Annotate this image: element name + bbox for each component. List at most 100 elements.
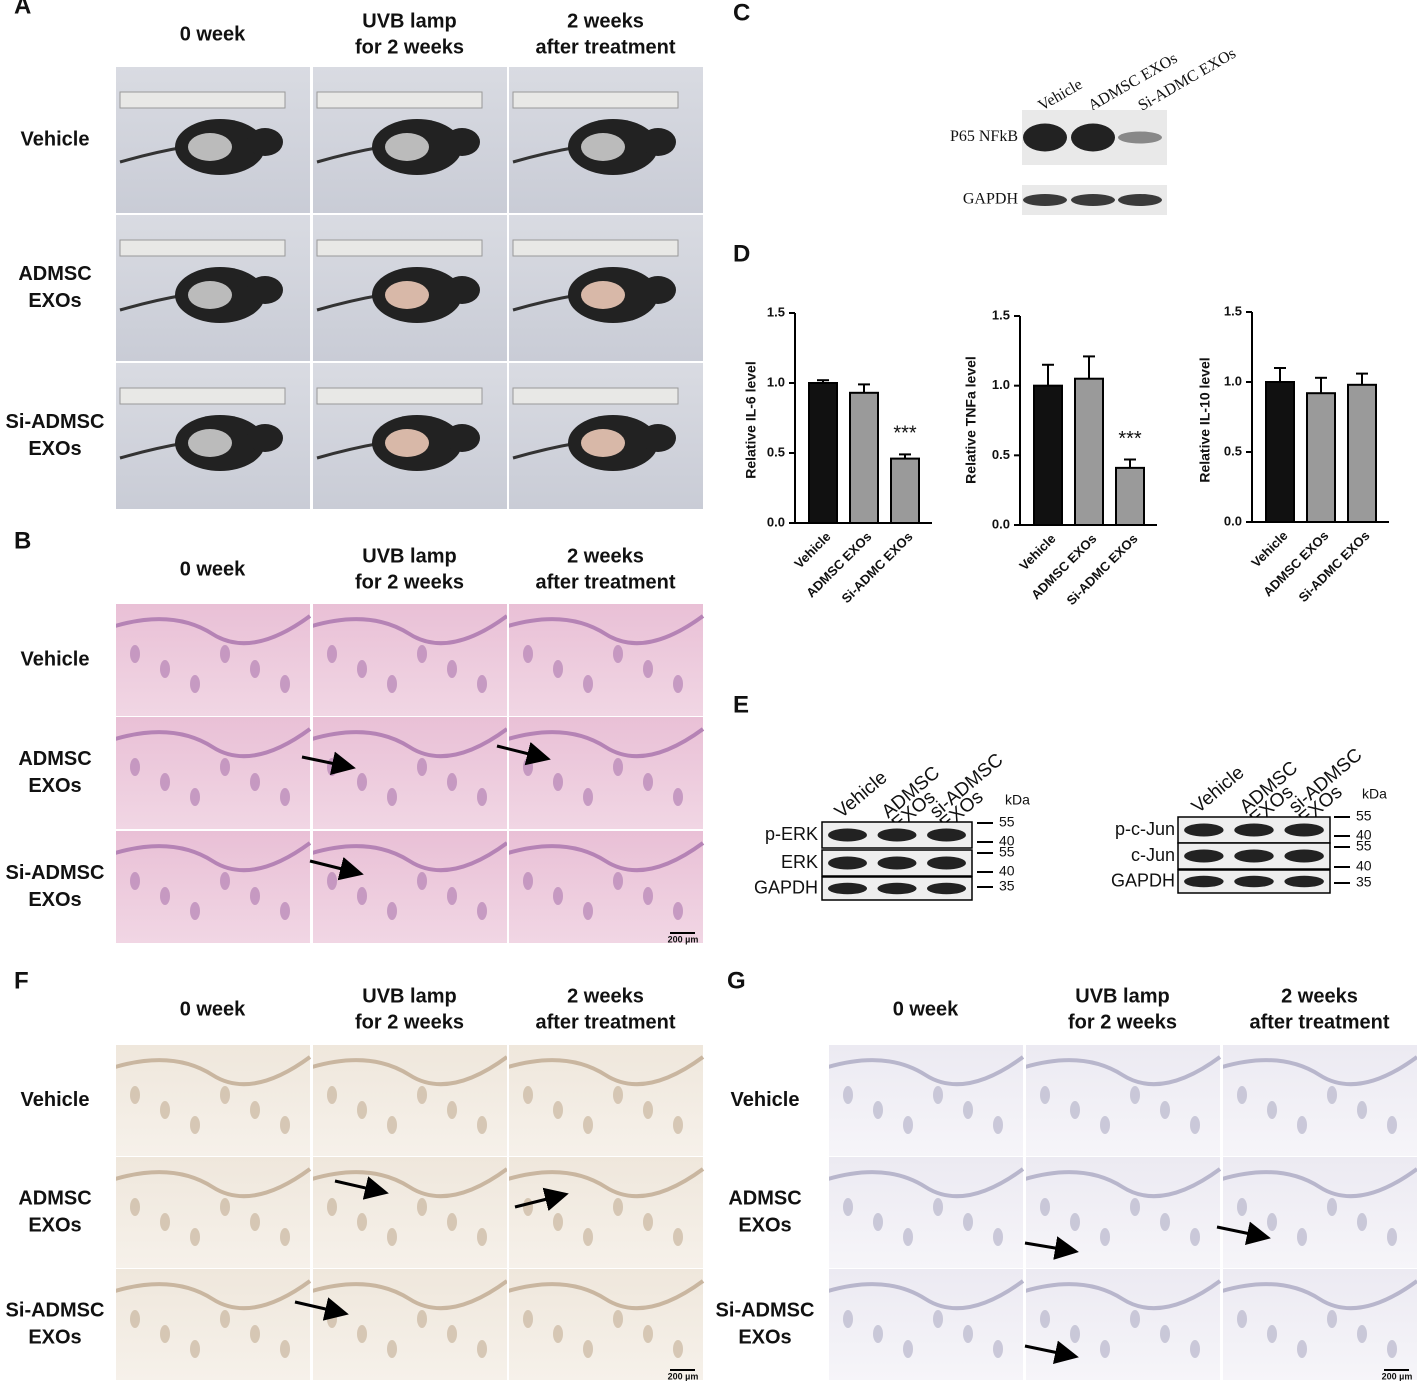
- image: [312, 1269, 507, 1380]
- follicle: [357, 1325, 367, 1343]
- column-header: 2 weeks: [567, 545, 644, 567]
- ruler: [512, 91, 679, 109]
- image: [508, 831, 703, 943]
- bar: [849, 391, 879, 524]
- follicle: [903, 1228, 913, 1246]
- follicle: [1267, 1213, 1277, 1231]
- mouse-head: [640, 276, 676, 304]
- epidermis: [507, 1279, 705, 1311]
- band: [927, 828, 966, 842]
- bar: [1306, 392, 1336, 524]
- follicle: [1357, 1213, 1367, 1231]
- band: [1071, 123, 1115, 152]
- follicle: [553, 1101, 563, 1119]
- follicle: [933, 1198, 943, 1216]
- image: [312, 1045, 507, 1156]
- follicle: [523, 758, 533, 776]
- row-label: Si-ADMSC: [6, 862, 105, 884]
- follicle: [447, 1213, 457, 1231]
- y-axis-label: Relative IL-10 level: [1197, 357, 1213, 482]
- row-label: EXOs: [28, 290, 81, 312]
- band: [877, 882, 917, 895]
- follicle: [477, 902, 487, 920]
- y-tick-label: 0.5: [767, 444, 785, 459]
- row-label: EXOs: [28, 1326, 81, 1348]
- band: [1184, 875, 1224, 888]
- column-header: 0 week: [180, 23, 246, 45]
- epidermis: [311, 1167, 509, 1199]
- band: [927, 856, 966, 870]
- column-header: for 2 weeks: [355, 571, 464, 593]
- follicle: [1130, 1310, 1140, 1328]
- follicle: [190, 675, 200, 693]
- row-label: EXOs: [28, 889, 81, 911]
- image: [115, 1157, 310, 1268]
- bar: [1074, 377, 1104, 527]
- follicle: [963, 1213, 973, 1231]
- follicle: [1190, 1116, 1200, 1134]
- epidermis: [114, 1055, 312, 1087]
- y-axis-label: Relative TNFa level: [963, 356, 979, 484]
- follicle: [477, 675, 487, 693]
- scale-bar-label: 200 µm: [1382, 1371, 1413, 1381]
- follicle: [1357, 1101, 1367, 1119]
- y-tick-label: 0.0: [1224, 513, 1242, 528]
- marker-label: 40: [1356, 827, 1372, 843]
- band: [1118, 131, 1162, 144]
- image: [115, 604, 310, 716]
- band: [1071, 194, 1115, 206]
- bar: [808, 382, 838, 524]
- follicle: [1130, 1198, 1140, 1216]
- follicle: [1387, 1340, 1397, 1358]
- follicle: [160, 887, 170, 905]
- follicle: [1237, 1198, 1247, 1216]
- follicle: [583, 788, 593, 806]
- follicle: [1160, 1213, 1170, 1231]
- epidermis: [1024, 1167, 1222, 1199]
- band: [1284, 875, 1324, 888]
- epidermis: [1024, 1055, 1222, 1087]
- row-label: ADMSC: [18, 263, 91, 285]
- row-label: Si-ADMSC: [6, 411, 105, 433]
- arrow: [294, 1297, 349, 1321]
- follicle: [933, 1086, 943, 1104]
- follicle: [583, 675, 593, 693]
- skin: [188, 429, 232, 457]
- follicle: [993, 1116, 1003, 1134]
- epidermis: [114, 614, 312, 646]
- epidermis: [311, 614, 509, 646]
- follicle: [583, 1340, 593, 1358]
- arrow: [301, 751, 356, 776]
- follicle: [523, 1198, 533, 1216]
- follicle: [903, 1116, 913, 1134]
- follicle: [583, 1228, 593, 1246]
- follicle: [1160, 1325, 1170, 1343]
- follicle: [447, 1325, 457, 1343]
- ruler: [119, 387, 286, 405]
- follicle: [1387, 1116, 1397, 1134]
- row-label: Vehicle: [21, 648, 90, 670]
- follicle: [220, 758, 230, 776]
- bar: [1115, 466, 1145, 526]
- follicle: [643, 1325, 653, 1343]
- follicle: [643, 660, 653, 678]
- follicle: [1100, 1116, 1110, 1134]
- column-header: for 2 weeks: [355, 1011, 464, 1033]
- y-tick-label: 0.5: [1224, 443, 1242, 458]
- x-tick-label: Si-ADMC EXOs: [1064, 531, 1141, 608]
- follicle: [523, 1310, 533, 1328]
- kda-label: kDa: [1005, 792, 1030, 808]
- follicle: [963, 1101, 973, 1119]
- follicle: [130, 645, 140, 663]
- follicle: [357, 660, 367, 678]
- follicle: [1040, 1086, 1050, 1104]
- marker-label: 40: [1356, 858, 1372, 874]
- mouse-head: [640, 424, 676, 452]
- follicle: [673, 1228, 683, 1246]
- epidermis: [1024, 1279, 1222, 1311]
- column-header: 0 week: [893, 998, 959, 1020]
- image: [312, 604, 507, 716]
- follicle: [643, 1101, 653, 1119]
- image: [508, 604, 703, 716]
- follicle: [1297, 1340, 1307, 1358]
